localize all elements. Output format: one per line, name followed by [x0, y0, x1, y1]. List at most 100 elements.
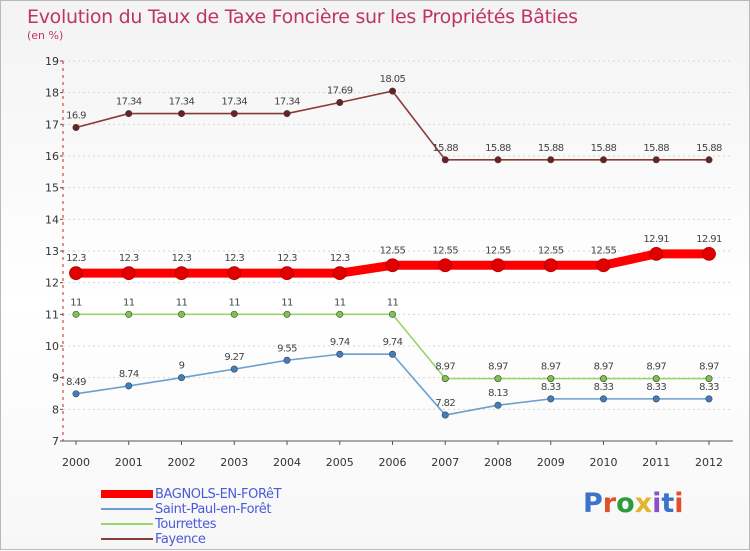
data-label: 12.3: [119, 253, 139, 264]
data-label: 11: [228, 297, 240, 308]
data-point: [72, 310, 80, 318]
data-point: [494, 156, 502, 164]
data-point: [385, 258, 400, 273]
logo-letter: t: [661, 488, 675, 519]
legend-label: Saint-Paul-en-Forêt: [155, 502, 272, 517]
data-label: 12.55: [538, 245, 564, 256]
data-point: [596, 258, 611, 273]
legend-swatch: [101, 538, 153, 540]
data-point: [69, 266, 83, 281]
data-point: [652, 156, 660, 164]
y-tick-label: 9: [52, 372, 59, 385]
x-tick-label: 2012: [695, 456, 723, 469]
y-tick-label: 18: [45, 87, 59, 100]
data-point: [388, 350, 396, 358]
chart-title: Evolution du Taux de Taxe Foncière sur l…: [27, 6, 578, 28]
data-label: 18.05: [380, 74, 406, 85]
data-label: 11: [70, 297, 82, 308]
x-tick-label: 2001: [115, 456, 143, 469]
data-label: 8.97: [594, 362, 614, 373]
data-point: [705, 395, 713, 403]
data-point: [332, 266, 347, 281]
data-label: 9.55: [277, 343, 297, 354]
data-label: 11: [334, 297, 346, 308]
data-point: [649, 246, 664, 261]
data-label: 8.97: [488, 362, 508, 373]
data-point: [543, 258, 558, 273]
data-label: 17.34: [116, 97, 142, 108]
legend-label: BAGNOLS-EN-FORêT: [155, 487, 282, 502]
data-point: [125, 110, 133, 118]
data-point: [547, 156, 555, 164]
data-label: 11: [387, 297, 399, 308]
x-tick-label: 2006: [379, 456, 407, 469]
data-point: [230, 310, 238, 318]
data-point: [702, 246, 716, 261]
data-point: [336, 350, 344, 358]
data-point: [547, 375, 555, 383]
y-tick-label: 19: [45, 55, 59, 68]
data-point: [125, 382, 133, 390]
data-point: [388, 87, 396, 95]
data-label: 9: [179, 361, 185, 372]
data-label: 12.3: [224, 253, 244, 264]
data-label: 15.88: [591, 143, 617, 154]
data-label: 15.88: [643, 143, 669, 154]
data-point: [178, 110, 186, 118]
data-label: 8.33: [541, 382, 561, 393]
chart-unit-label: (en %): [27, 29, 64, 42]
y-tick-label: 8: [52, 403, 59, 416]
data-label: 12.55: [432, 245, 458, 256]
data-point: [336, 310, 344, 318]
data-point: [388, 310, 396, 318]
y-tick-label: 14: [45, 213, 59, 226]
data-point: [283, 356, 291, 364]
data-label: 8.33: [646, 382, 666, 393]
data-label: 15.88: [485, 143, 511, 154]
series-line-1: [75, 353, 710, 416]
data-label: 17.34: [169, 97, 195, 108]
data-label: 12.3: [172, 253, 192, 264]
y-tick-label: 7: [52, 435, 59, 448]
data-point: [72, 124, 80, 132]
data-point: [494, 401, 502, 409]
data-point: [336, 98, 344, 106]
logo-letter: r: [602, 488, 617, 519]
y-tick-label: 11: [45, 308, 59, 321]
x-tick-label: 2004: [273, 456, 301, 469]
data-point: [441, 156, 449, 164]
data-point: [491, 258, 505, 273]
legend-swatch: [101, 523, 153, 525]
y-tick-label: 15: [45, 182, 59, 195]
data-label: 17.34: [221, 97, 247, 108]
y-tick-label: 16: [45, 150, 59, 163]
data-point: [599, 375, 607, 383]
data-label: 12.3: [277, 253, 297, 264]
x-tick-label: 2009: [537, 456, 565, 469]
data-point: [705, 375, 713, 383]
data-label: 15.88: [432, 143, 458, 154]
logo-letter: i: [652, 488, 662, 519]
data-label: 12.3: [66, 253, 86, 264]
data-point: [283, 310, 291, 318]
data-label: 12.55: [591, 245, 617, 256]
data-point: [438, 258, 453, 273]
data-point: [230, 110, 238, 118]
logo-letter: o: [616, 488, 635, 519]
legend-swatch: [101, 508, 153, 510]
data-point: [599, 156, 607, 164]
x-tick-label: 2010: [590, 456, 618, 469]
legend-label: Fayence: [155, 532, 206, 547]
data-point: [72, 390, 80, 398]
data-point: [280, 266, 294, 281]
y-tick-label: 17: [45, 118, 59, 131]
logo-letter: i: [674, 488, 684, 519]
x-tick-label: 2003: [220, 456, 248, 469]
data-label: 15.88: [696, 143, 722, 154]
data-point: [230, 365, 238, 373]
data-label: 9.74: [383, 337, 403, 348]
data-label: 12.55: [380, 245, 406, 256]
data-label: 9.27: [224, 352, 244, 363]
y-tick-label: 10: [45, 340, 59, 353]
